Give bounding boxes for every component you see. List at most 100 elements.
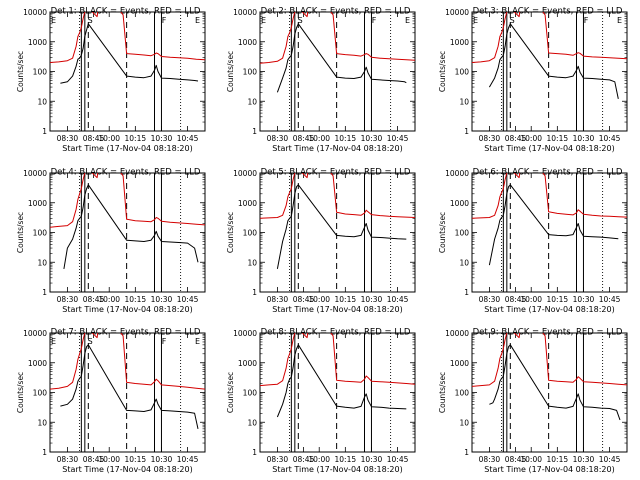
flag-label: E — [617, 16, 622, 25]
plot-area — [472, 173, 627, 292]
x-tick-label: 10:00 — [308, 295, 330, 304]
x-tick-label: 10:30 — [361, 134, 383, 143]
y-tick-label: 10 — [37, 418, 47, 427]
lld-series-line — [50, 333, 205, 390]
x-tick-label: 10:45 — [387, 134, 409, 143]
panel-title: Det 8: BLACK = Events, RED = LLD — [261, 328, 411, 338]
flag-label: S — [298, 16, 303, 25]
x-tick-label: 08:45 — [505, 455, 527, 464]
y-tick-label: 100 — [455, 68, 470, 77]
x-axis-label: Start Time (17-Nov-04 08:18:20) — [484, 144, 614, 153]
flag-label: F — [162, 337, 167, 346]
panel-title: Det 2: BLACK = Events, RED = LLD — [261, 7, 411, 17]
x-tick-label: 10:30 — [151, 295, 173, 304]
events-series-line — [488, 23, 619, 100]
y-tick-label: 10000 — [233, 169, 257, 178]
y-tick-label: 1 — [42, 288, 47, 297]
x-tick-label: 10:00 — [308, 455, 330, 464]
flag-label: E — [195, 337, 200, 346]
y-tick-label: 10000 — [233, 329, 257, 338]
y-tick-label: 100 — [455, 389, 470, 398]
plot-frame — [49, 332, 206, 453]
x-tick-label: 10:45 — [599, 295, 621, 304]
x-tick-label: 10:30 — [151, 455, 173, 464]
flag-label: E — [195, 16, 200, 25]
y-tick-label: 10 — [247, 258, 257, 267]
y-tick-label: 100 — [243, 68, 258, 77]
plot-frame — [49, 11, 206, 132]
x-tick-label: 08:45 — [293, 295, 315, 304]
events-series-line — [488, 184, 619, 266]
y-tick-label: 100 — [33, 68, 48, 77]
x-tick-label: 08:45 — [505, 295, 527, 304]
events-series-line — [276, 344, 407, 418]
plot-area — [260, 12, 415, 131]
lld-series-line — [472, 12, 627, 63]
x-tick-label: 08:45 — [83, 455, 105, 464]
y-tick-label: 10 — [37, 258, 47, 267]
lld-series-line — [260, 173, 415, 219]
events-series-line — [276, 23, 407, 93]
lld-series-line — [472, 173, 627, 219]
x-tick-label: 10:30 — [573, 134, 595, 143]
plot-frame — [259, 172, 416, 293]
x-tick-label: 08:30 — [267, 455, 289, 464]
panel-title: Det 7: BLACK = Events, RED = LLD — [51, 328, 201, 338]
x-tick-label: 10:45 — [599, 134, 621, 143]
x-tick-label: 08:30 — [479, 134, 501, 143]
y-tick-label: 1000 — [28, 199, 47, 208]
lld-series-line — [472, 333, 627, 387]
x-tick-label: 10:15 — [125, 295, 147, 304]
y-tick-label: 100 — [243, 229, 258, 238]
flag-label: F — [372, 16, 377, 25]
panel-title: Det 3: BLACK = Events, RED = LLD — [473, 7, 623, 17]
plot-area — [50, 333, 205, 452]
y-axis-label: Counts/sec — [16, 51, 25, 92]
x-tick-label: 10:45 — [599, 455, 621, 464]
y-tick-label: 10 — [459, 97, 469, 106]
plot-area — [472, 12, 627, 131]
x-tick-label: 10:45 — [387, 295, 409, 304]
x-axis-label: Start Time (17-Nov-04 08:18:20) — [62, 465, 192, 474]
x-tick-label: 10:45 — [177, 295, 199, 304]
x-tick-label: 08:30 — [267, 134, 289, 143]
y-axis-label: Counts/sec — [226, 372, 235, 413]
flag-label: E — [261, 16, 266, 25]
x-tick-label: 10:15 — [335, 295, 357, 304]
panel-title: Det 5: BLACK = Events, RED = LLD — [261, 168, 411, 178]
plot-area — [472, 333, 627, 452]
y-tick-label: 10 — [247, 418, 257, 427]
x-tick-label: 08:45 — [293, 455, 315, 464]
flag-label: S — [88, 16, 93, 25]
plot-area — [50, 173, 205, 292]
x-tick-label: 10:00 — [520, 134, 542, 143]
y-tick-label: 1000 — [238, 199, 257, 208]
panel-title: Det 1: BLACK = Events, RED = LLD — [51, 7, 201, 17]
flag-label: S — [510, 16, 515, 25]
x-tick-label: 10:00 — [308, 134, 330, 143]
y-tick-label: 1000 — [28, 359, 47, 368]
panel-title: Det 9: BLACK = Events, RED = LLD — [473, 328, 623, 338]
plot-frame — [259, 11, 416, 132]
x-tick-label: 08:30 — [57, 134, 79, 143]
y-tick-label: 1 — [252, 127, 257, 136]
panel-title: Det 6: BLACK = Events, RED = LLD — [473, 168, 623, 178]
events-series-line — [60, 23, 199, 84]
x-axis-label: Start Time (17-Nov-04 08:18:20) — [62, 305, 192, 314]
x-tick-label: 10:30 — [361, 455, 383, 464]
y-axis-label: Counts/sec — [226, 51, 235, 92]
y-tick-label: 1000 — [28, 38, 47, 47]
x-tick-label: 08:45 — [83, 295, 105, 304]
flag-label: E — [473, 16, 478, 25]
y-axis-label: Counts/sec — [226, 212, 235, 253]
x-tick-label: 10:00 — [98, 295, 120, 304]
plot-frame — [259, 332, 416, 453]
plot-area — [260, 333, 415, 452]
x-tick-label: 10:30 — [573, 295, 595, 304]
y-tick-label: 1 — [464, 448, 469, 457]
